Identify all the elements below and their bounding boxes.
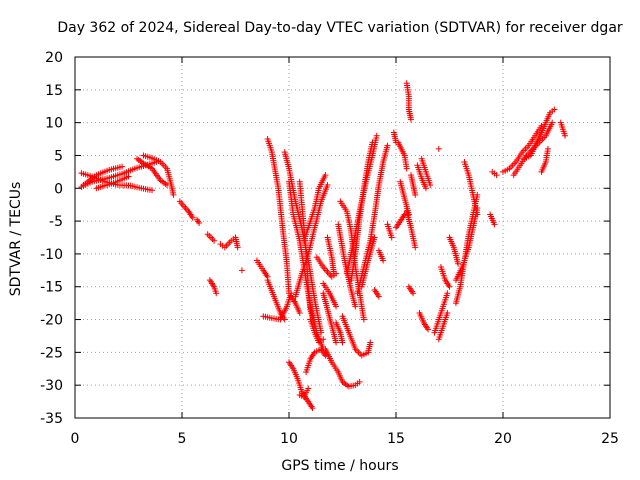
data-point <box>170 191 177 198</box>
data-point <box>375 293 382 300</box>
y-tick-label: -30 <box>40 378 63 394</box>
data-point <box>196 220 203 227</box>
data-point <box>446 283 453 290</box>
y-tick-label: 0 <box>54 181 63 197</box>
data-point <box>425 326 432 333</box>
grid-lines <box>75 57 610 418</box>
data-point <box>324 181 331 188</box>
data-point <box>551 106 558 113</box>
data-point <box>238 267 245 274</box>
y-tick-label: 10 <box>45 116 63 132</box>
data-point <box>189 214 196 221</box>
data-point <box>388 234 395 241</box>
data-point <box>330 270 337 277</box>
data-point <box>427 181 434 188</box>
x-axis-ticks: 0 5 10 15 20 25 <box>71 57 619 447</box>
data-point <box>422 185 429 192</box>
y-tick-label: 20 <box>45 50 63 66</box>
data-point <box>305 385 312 392</box>
data-point <box>213 290 220 297</box>
x-tick-label: 5 <box>178 431 187 447</box>
data-point <box>493 172 500 179</box>
y-tick-label: 5 <box>54 148 63 164</box>
y-axis-ticks: 20 15 10 5 0 -5 -10 -15 -20 -25 -30 -35 <box>40 50 610 427</box>
data-point <box>367 339 374 346</box>
data-point <box>444 290 451 297</box>
data-point <box>412 191 419 198</box>
data-point <box>412 244 419 251</box>
y-tick-label: -5 <box>49 214 63 230</box>
y-tick-label: -15 <box>40 280 63 296</box>
y-tick-label: -25 <box>40 345 63 361</box>
x-tick-label: 25 <box>601 431 619 447</box>
data-point <box>403 165 410 172</box>
data-point <box>125 173 132 180</box>
x-tick-label: 0 <box>71 431 80 447</box>
data-point <box>384 142 391 149</box>
data-point <box>296 309 303 316</box>
plot-frame <box>74 56 611 419</box>
data-point <box>491 221 498 228</box>
x-tick-label: 20 <box>494 431 512 447</box>
data-point <box>322 172 329 179</box>
data-point <box>281 316 288 323</box>
data-point <box>211 237 218 244</box>
data-point <box>286 290 292 297</box>
data-point <box>339 339 346 346</box>
y-tick-label: -20 <box>40 313 63 329</box>
data-point <box>333 303 340 310</box>
x-axis-label: GPS time / hours <box>281 458 398 474</box>
data-point <box>320 336 327 343</box>
data-point <box>369 139 376 146</box>
chart-title: Day 362 of 2024, Sidereal Day-to-day VTE… <box>57 20 623 36</box>
data-point <box>333 339 340 346</box>
data-point <box>119 163 126 170</box>
y-tick-label: -35 <box>40 411 63 427</box>
data-point <box>474 211 481 218</box>
x-tick-label: 15 <box>387 431 405 447</box>
data-point <box>380 257 387 264</box>
data-point <box>455 260 462 267</box>
y-axis-label: SDTVAR / TECUs <box>8 182 24 297</box>
data-point <box>405 211 412 218</box>
data-point <box>373 132 380 139</box>
data-point <box>407 116 414 123</box>
data-point <box>352 303 359 310</box>
y-tick-label: 15 <box>45 83 63 99</box>
data-point <box>544 145 551 152</box>
x-tick-label: 10 <box>280 431 298 447</box>
data-point <box>149 187 156 194</box>
data-point <box>410 290 417 297</box>
data-point <box>356 378 363 385</box>
data-point <box>444 309 451 316</box>
data-points <box>78 80 569 412</box>
data-point <box>549 119 556 126</box>
data-point <box>360 316 367 323</box>
data-point <box>182 205 189 212</box>
data-point <box>371 234 378 241</box>
y-tick-label: -10 <box>40 247 63 263</box>
data-point <box>309 405 316 412</box>
data-point <box>562 132 569 139</box>
data-point <box>435 145 442 152</box>
data-point <box>234 244 241 251</box>
